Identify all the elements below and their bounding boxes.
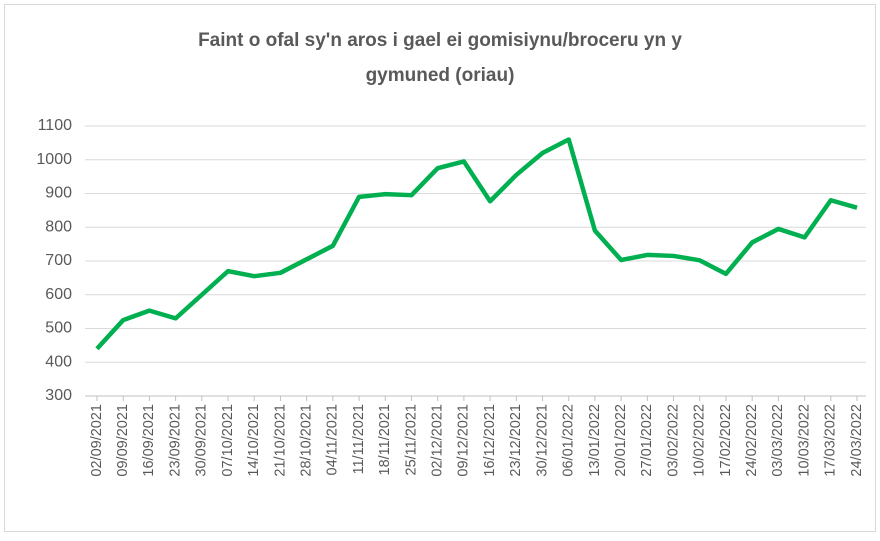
x-tick-label: 09/12/2021 xyxy=(456,404,472,477)
x-tick-label: 30/12/2021 xyxy=(534,404,550,477)
chart-title: gymuned (oriau) xyxy=(366,65,515,86)
x-tick-label: 10/02/2022 xyxy=(692,404,708,477)
x-tick-label: 02/09/2021 xyxy=(89,404,105,477)
x-tick-label: 07/10/2021 xyxy=(220,404,236,477)
x-tick-label: 23/09/2021 xyxy=(167,404,183,477)
x-tick-label: 25/11/2021 xyxy=(403,404,419,476)
x-tick-label: 09/09/2021 xyxy=(115,404,131,477)
x-tick-label: 04/11/2021 xyxy=(325,404,341,476)
x-tick-label: 13/01/2022 xyxy=(587,404,603,477)
x-tick-label: 11/11/2021 xyxy=(351,404,367,474)
y-tick-label: 600 xyxy=(45,286,72,303)
y-tick-label: 300 xyxy=(45,387,72,404)
x-tick-label: 17/02/2022 xyxy=(718,404,734,477)
y-tick-label: 1100 xyxy=(38,117,73,134)
x-tick-label: 17/03/2022 xyxy=(823,404,839,477)
x-tick-label: 30/09/2021 xyxy=(194,404,210,477)
x-tick-label: 03/02/2022 xyxy=(665,404,681,477)
x-tick-label: 16/09/2021 xyxy=(141,404,157,477)
x-tick-label: 03/03/2022 xyxy=(770,404,786,477)
chart-title: Faint o ofal sy'n aros i gael ei gomisiy… xyxy=(198,30,682,51)
x-tick-label: 18/11/2021 xyxy=(377,404,393,476)
x-tick-label: 16/12/2021 xyxy=(482,404,498,477)
x-tick-label: 21/10/2021 xyxy=(272,404,288,477)
y-tick-label: 800 xyxy=(45,218,72,235)
line-series xyxy=(95,137,858,351)
x-tick-label: 28/10/2021 xyxy=(298,404,314,477)
x-tick-label: 27/01/2022 xyxy=(639,404,655,477)
x-tick-label: 14/10/2021 xyxy=(246,404,262,477)
y-tick-label: 500 xyxy=(45,320,72,337)
x-tick-label: 24/02/2022 xyxy=(744,404,760,477)
y-tick-label: 900 xyxy=(45,185,72,202)
x-tick-label: 24/03/2022 xyxy=(849,404,865,477)
x-tick-label: 10/03/2022 xyxy=(796,404,812,477)
y-tick-label: 1000 xyxy=(36,151,72,168)
x-tick-label: 06/01/2022 xyxy=(561,404,577,477)
y-tick-label: 700 xyxy=(45,252,72,269)
x-tick-label: 02/12/2021 xyxy=(430,404,446,477)
y-tick-label: 400 xyxy=(45,353,72,370)
x-tick-label: 20/01/2022 xyxy=(613,404,629,477)
x-tick-label: 23/12/2021 xyxy=(508,404,524,477)
